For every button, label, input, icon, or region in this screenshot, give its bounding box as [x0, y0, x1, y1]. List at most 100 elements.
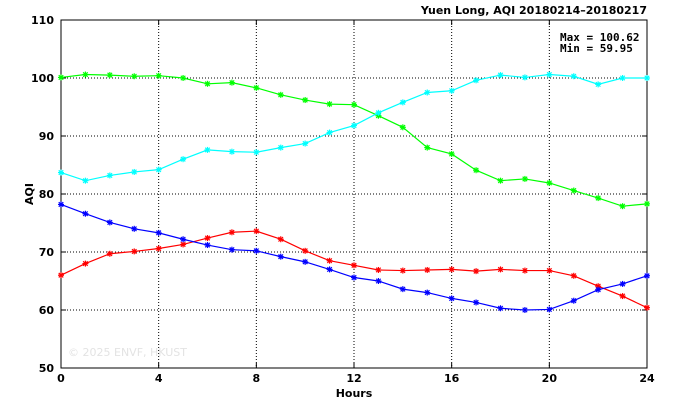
x-axis-label: Hours	[336, 387, 373, 400]
grid-lines	[61, 20, 647, 368]
y-tick-label: 100	[31, 72, 54, 85]
y-tick-label: 110	[31, 14, 54, 27]
data-point-marker	[106, 72, 113, 79]
data-point-marker	[106, 250, 113, 257]
x-tick-label: 16	[444, 372, 460, 385]
data-point-marker	[448, 87, 455, 94]
max-stat: Max = 100.62	[560, 31, 639, 44]
data-point-marker	[570, 272, 577, 279]
data-point-marker	[497, 266, 504, 273]
data-point-marker	[595, 286, 602, 293]
data-point-marker	[82, 210, 89, 217]
data-point-marker	[204, 235, 211, 242]
x-axis-ticks: 0 4 8 12 16 20 24	[57, 20, 655, 385]
data-point-marker	[473, 167, 480, 174]
data-point-marker	[497, 177, 504, 184]
data-point-marker	[58, 74, 64, 81]
data-point-marker	[448, 150, 455, 157]
data-point-marker	[302, 247, 309, 254]
data-point-marker	[302, 97, 309, 104]
y-axis-ticks: 50 60 70 80 90 100 110	[31, 14, 647, 375]
data-point-marker	[228, 246, 235, 253]
data-point-marker	[570, 73, 577, 80]
data-point-marker	[106, 219, 113, 226]
data-point-marker	[155, 229, 162, 236]
data-point-marker	[521, 175, 528, 182]
y-axis-label: AQI	[23, 183, 36, 205]
x-tick-label: 24	[639, 372, 655, 385]
x-tick-label: 8	[253, 372, 261, 385]
data-point-marker	[155, 72, 162, 79]
x-tick-label: 20	[542, 372, 558, 385]
data-point-marker	[351, 262, 357, 269]
x-tick-label: 0	[57, 372, 65, 385]
data-point-marker	[644, 200, 650, 207]
data-point-marker	[277, 144, 284, 151]
data-point-marker	[570, 297, 577, 304]
data-point-marker	[131, 73, 138, 80]
data-point-marker	[155, 166, 162, 173]
data-point-marker	[473, 77, 480, 84]
data-point-marker	[180, 75, 187, 81]
data-point-marker	[595, 195, 602, 202]
watermark: © 2025 ENVF, HKUST	[68, 346, 187, 359]
data-point-marker	[58, 201, 64, 208]
data-point-marker	[228, 148, 235, 155]
data-point-marker	[82, 260, 89, 267]
series-layer	[58, 71, 650, 313]
data-point-marker	[399, 286, 406, 293]
data-point-marker	[228, 229, 235, 236]
data-point-marker	[58, 272, 64, 279]
data-point-marker	[253, 149, 260, 156]
data-point-marker	[302, 258, 309, 265]
series-3	[58, 201, 650, 313]
data-point-marker	[253, 84, 260, 91]
chart-title: Yuen Long, AQI 20180214–20180217	[420, 4, 647, 17]
data-point-marker	[375, 266, 382, 273]
data-point-marker	[595, 81, 602, 88]
data-point-marker	[375, 278, 382, 284]
data-point-marker	[399, 124, 406, 131]
data-point-marker	[644, 272, 650, 279]
data-point-marker	[473, 268, 480, 275]
y-tick-label: 70	[39, 246, 55, 259]
data-point-marker	[228, 79, 235, 86]
data-point-marker	[644, 304, 650, 311]
data-point-marker	[131, 225, 138, 232]
data-point-marker	[448, 266, 455, 273]
min-stat: Min = 59.95	[560, 42, 633, 55]
data-point-marker	[448, 295, 455, 302]
data-point-marker	[546, 71, 553, 78]
y-tick-label: 80	[39, 188, 55, 201]
data-point-marker	[521, 74, 528, 81]
y-tick-label: 60	[39, 304, 55, 317]
data-point-marker	[106, 172, 113, 179]
data-point-marker	[399, 99, 406, 106]
data-point-marker	[619, 75, 626, 81]
data-point-marker	[131, 248, 138, 255]
data-point-marker	[619, 293, 626, 300]
data-point-marker	[326, 101, 333, 108]
data-point-marker	[521, 307, 528, 313]
data-point-marker	[546, 306, 553, 313]
y-tick-label: 90	[39, 130, 55, 143]
data-point-marker	[351, 274, 357, 281]
data-point-marker	[326, 257, 333, 264]
data-point-marker	[546, 267, 553, 274]
data-point-marker	[180, 156, 187, 163]
data-point-marker	[204, 80, 211, 87]
data-point-marker	[253, 228, 260, 235]
data-point-marker	[302, 140, 309, 147]
data-point-marker	[424, 144, 431, 151]
data-point-marker	[546, 179, 553, 186]
data-point-marker	[82, 177, 89, 184]
data-point-marker	[180, 236, 187, 243]
data-point-marker	[204, 242, 211, 249]
data-point-marker	[351, 101, 357, 108]
data-point-marker	[570, 187, 577, 194]
data-point-marker	[521, 267, 528, 274]
data-point-marker	[131, 168, 138, 175]
data-point-marker	[424, 289, 431, 296]
data-point-marker	[473, 299, 480, 306]
